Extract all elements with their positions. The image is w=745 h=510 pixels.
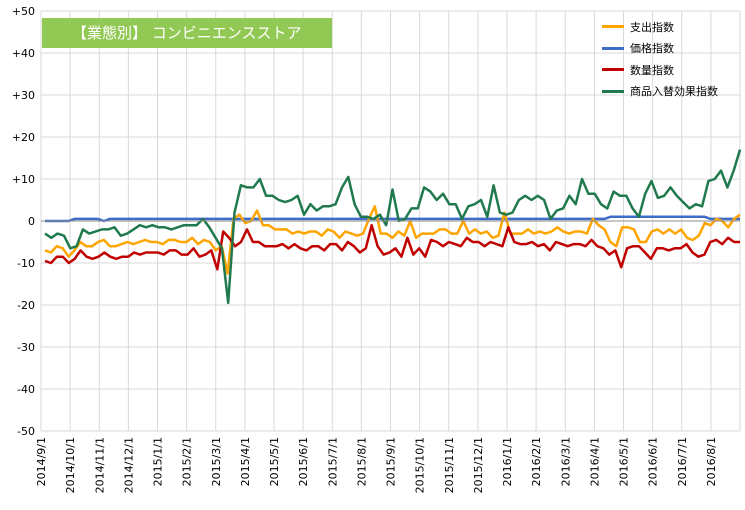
x-tick-label: 2016/1/1 xyxy=(501,437,514,486)
legend-swatch-quantity xyxy=(602,68,624,72)
x-tick-label: 2014/11/1 xyxy=(93,437,106,493)
y-tick-label: 0 xyxy=(28,215,35,228)
series-lines xyxy=(44,149,742,305)
series-line-quantity xyxy=(44,223,740,271)
y-tick-label: -30 xyxy=(17,341,35,354)
y-tick-label: +30 xyxy=(12,89,35,102)
y-tick-label: -10 xyxy=(17,257,35,270)
series-line-product-replacement xyxy=(44,149,742,305)
legend-item-price: 価格指数 xyxy=(602,38,718,60)
x-tick-label: 2016/3/1 xyxy=(559,437,572,486)
legend-label-product-replacement: 商品入替効果指数 xyxy=(630,85,718,99)
x-tick-label: 2016/4/1 xyxy=(588,437,601,486)
y-tick-label: +40 xyxy=(12,47,35,60)
legend-label-quantity: 数量指数 xyxy=(630,63,674,77)
x-tick-label: 2015/9/1 xyxy=(385,437,398,486)
x-tick-label: 2015/3/1 xyxy=(210,437,223,486)
x-tick-label: 2014/12/1 xyxy=(122,437,135,493)
chart-title: 【業態別】 コンビニエンスストア xyxy=(42,18,332,48)
x-tick-label: 2016/6/1 xyxy=(647,437,660,486)
x-tick-label: 2014/9/1 xyxy=(35,437,48,486)
legend-item-spending: 支出指数 xyxy=(602,16,718,38)
series-line-price xyxy=(45,215,740,223)
legend-label-price: 価格指数 xyxy=(630,42,674,56)
x-tick-label: 2015/1/1 xyxy=(152,437,165,486)
legend-swatch-price xyxy=(602,46,624,50)
legend: 支出指数 価格指数 数量指数 商品入替効果指数 xyxy=(602,16,718,102)
y-axis-ticks: +50 +40 +30 +20 +10 0 -10 -20 -30 -40 -50 xyxy=(12,5,35,438)
y-tick-label: +10 xyxy=(12,173,35,186)
legend-item-product-replacement: 商品入替効果指数 xyxy=(602,81,718,103)
x-tick-label: 2015/10/1 xyxy=(414,437,427,493)
y-tick-label: +50 xyxy=(12,5,35,18)
legend-label-spending: 支出指数 xyxy=(630,20,674,34)
x-tick-label: 2014/10/1 xyxy=(64,437,77,493)
y-tick-label: -20 xyxy=(17,299,35,312)
x-tick-label: 2015/4/1 xyxy=(239,437,252,486)
legend-swatch-spending xyxy=(602,25,624,29)
y-tick-label: +20 xyxy=(12,131,35,144)
legend-swatch-product-replacement xyxy=(602,89,624,93)
x-tick-label: 2015/8/1 xyxy=(355,437,368,486)
x-tick-label: 2015/6/1 xyxy=(297,437,310,486)
x-tick-label: 2016/5/1 xyxy=(618,437,631,486)
x-tick-label: 2016/2/1 xyxy=(530,437,543,486)
x-tick-label: 2015/2/1 xyxy=(181,437,194,486)
x-tick-label: 2015/7/1 xyxy=(326,437,339,486)
y-tick-label: -40 xyxy=(17,383,35,396)
x-axis-ticks: 2014/9/1 2014/10/1 2014/11/1 2014/12/1 2015/… xyxy=(35,437,718,493)
series-line-spending xyxy=(44,205,741,275)
y-tick-label: -50 xyxy=(17,425,35,438)
x-tick-label: 2016/8/1 xyxy=(705,437,718,486)
x-tick-label: 2015/11/1 xyxy=(443,437,456,493)
x-tick-label: 2015/12/1 xyxy=(472,437,485,493)
legend-item-quantity: 数量指数 xyxy=(602,59,718,81)
x-tick-label: 2016/7/1 xyxy=(676,437,689,486)
x-tick-label: 2015/5/1 xyxy=(268,437,281,486)
